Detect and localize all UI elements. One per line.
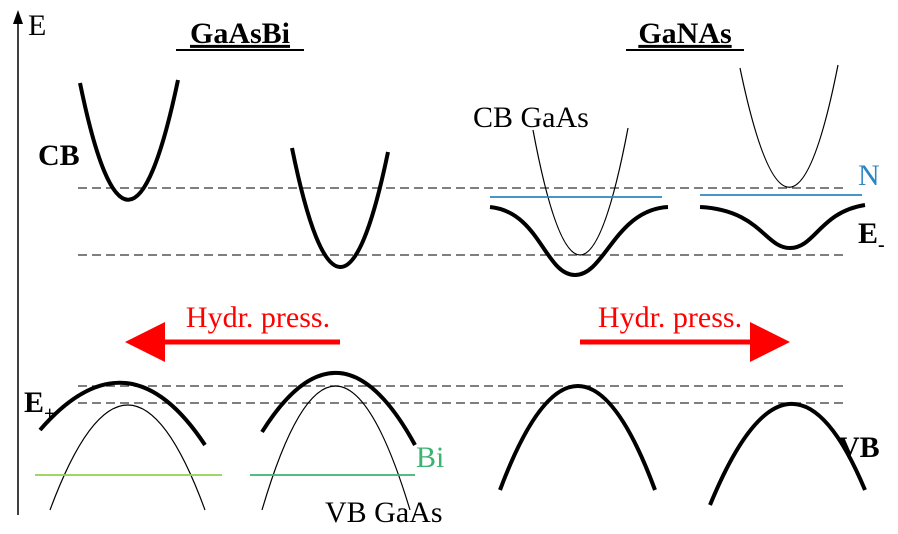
pressure-label: Hydr. press. [186,301,330,334]
bi-label: Bi [416,441,444,474]
panel-title: GaAsBi [190,17,290,50]
cb-gaas-label: CB GaAs [473,101,589,134]
cb-band [78,79,180,202]
e-minus-sub: - [878,234,885,256]
e-plus-label: E+ [24,386,55,425]
vb-label: VB [838,431,880,464]
vb-band [708,402,867,506]
e-plus-main: E [24,386,44,419]
vb-gaas-band [261,385,411,511]
e-minus-label: E- [858,217,885,256]
cb-gaas-band [532,127,629,256]
e-minus-band [489,205,669,278]
vb-band [38,380,207,447]
e-minus-band [699,203,866,251]
n-label: N [858,159,880,192]
pressure-label: Hydr. press. [598,301,742,334]
vb-band [498,384,657,491]
cb-band [290,147,390,269]
cb-label: CB [38,139,80,172]
e-plus-sub: + [44,403,55,425]
panel-title: GaNAs [638,17,731,50]
cb-gaas-band [739,64,839,188]
vb-gaas-label: VB GaAs [325,496,443,529]
axis-label: E [28,9,46,42]
vb-band [260,371,417,446]
e-minus-main: E [858,217,878,250]
axis-arrowhead [13,10,23,24]
vb-gaas-band [49,404,206,511]
